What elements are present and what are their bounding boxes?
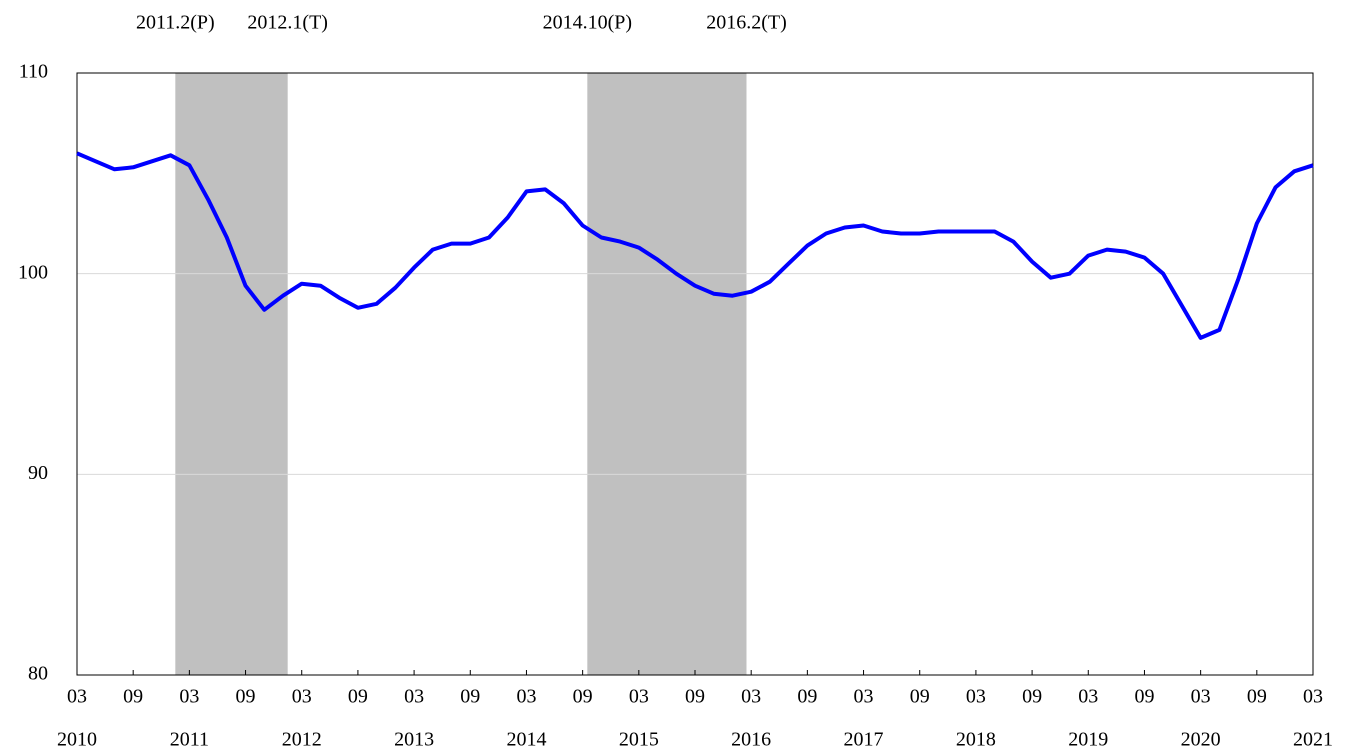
y-tick-label: 90 (28, 462, 48, 484)
x-tick-label: 03 (854, 686, 874, 708)
x-tick-label: 09 (573, 686, 593, 708)
x-tick-label: 03 (67, 686, 87, 708)
x-tick-label: 09 (685, 686, 705, 708)
year-label: 2016 (731, 729, 771, 751)
x-tick-label: 09 (348, 686, 368, 708)
plot-frame (76, 72, 1314, 676)
y-tick-label: 100 (18, 261, 48, 283)
x-tick-label: 09 (460, 686, 480, 708)
x-tick-label: 03 (292, 686, 312, 708)
x-tick-label: 09 (1022, 686, 1042, 708)
year-label: 2018 (956, 729, 996, 751)
y-tick-label: 110 (19, 61, 48, 83)
period-label: 2012.1(T) (247, 12, 328, 34)
year-label: 2019 (1068, 729, 1108, 751)
year-label: 2013 (394, 729, 434, 751)
period-label: 2014.10(P) (543, 12, 632, 34)
y-tick-label: 80 (28, 663, 48, 685)
x-tick-label: 09 (1247, 686, 1267, 708)
x-tick-label: 09 (797, 686, 817, 708)
line (76, 151, 1314, 340)
x-tick-label: 09 (1134, 686, 1154, 708)
x-tick-label: 03 (179, 686, 199, 708)
period-label: 2016.2(T) (706, 12, 787, 34)
year-label: 2015 (619, 729, 659, 751)
x-tick-label: 09 (123, 686, 143, 708)
year-label: 2011 (170, 729, 209, 751)
x-tick-label: 03 (1303, 686, 1323, 708)
x-tick-label: 03 (629, 686, 649, 708)
x-tick-label: 03 (404, 686, 424, 708)
year-label: 2012 (282, 729, 322, 751)
x-tick-label: 03 (1191, 686, 1211, 708)
shaded-period (587, 73, 747, 675)
period-label: 2011.2(P) (136, 12, 215, 34)
x-tick-label: 09 (910, 686, 930, 708)
year-label: 2014 (506, 729, 546, 751)
year-label: 2020 (1181, 729, 1221, 751)
year-label: 2017 (844, 729, 884, 751)
x-tick-label: 09 (236, 686, 256, 708)
x-tick-label: 03 (966, 686, 986, 708)
shaded-period (175, 73, 288, 675)
x-tick-label: 03 (516, 686, 536, 708)
year-label: 2010 (57, 729, 97, 751)
x-tick-label: 03 (741, 686, 761, 708)
year-label: 2021 (1293, 729, 1333, 751)
x-tick-label: 03 (1078, 686, 1098, 708)
